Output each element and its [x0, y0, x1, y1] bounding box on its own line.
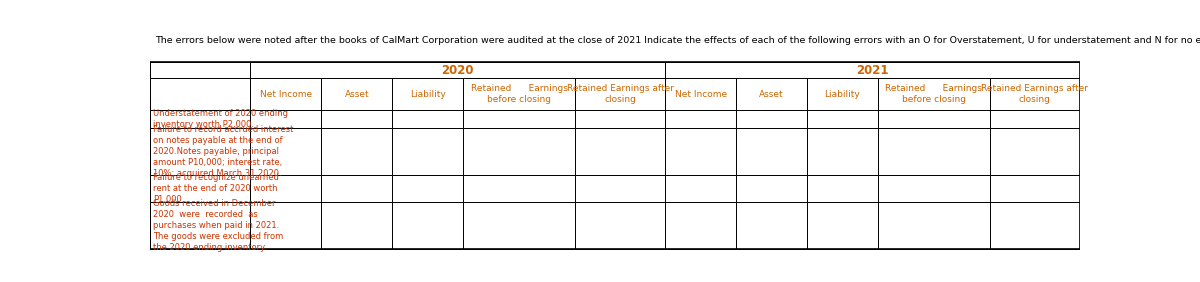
Text: Asset: Asset	[344, 90, 370, 99]
Bar	[251, 175, 322, 202]
Bar	[392, 175, 463, 202]
Bar	[251, 78, 322, 110]
Text: Net Income: Net Income	[260, 90, 312, 99]
Bar	[251, 202, 322, 249]
Bar	[150, 128, 251, 175]
Bar	[665, 175, 736, 202]
Text: Liability: Liability	[410, 90, 445, 99]
Bar	[665, 78, 736, 110]
Text: Liability: Liability	[824, 90, 860, 99]
Bar	[392, 202, 463, 249]
Bar	[575, 175, 665, 202]
Bar	[878, 175, 990, 202]
Text: 2020: 2020	[442, 64, 474, 77]
Bar	[736, 110, 808, 128]
Bar	[322, 175, 392, 202]
Bar	[808, 110, 878, 128]
Text: Retained Earnings after
closing: Retained Earnings after closing	[982, 84, 1088, 104]
Bar	[990, 128, 1080, 175]
Bar	[392, 78, 463, 110]
Bar	[878, 202, 990, 249]
Bar	[150, 202, 251, 249]
Bar	[392, 110, 463, 128]
Bar	[251, 110, 322, 128]
Bar	[150, 110, 251, 128]
Bar	[463, 78, 575, 110]
Bar	[990, 202, 1080, 249]
Text: Understatement of 2020 ending
inventory worth P2,000.: Understatement of 2020 ending inventory …	[152, 109, 288, 129]
Text: Retained Earnings after
closing: Retained Earnings after closing	[566, 84, 673, 104]
Bar	[322, 128, 392, 175]
Bar	[665, 202, 736, 249]
Bar	[150, 62, 1080, 249]
Text: Retained      Earnings
before closing: Retained Earnings before closing	[886, 84, 983, 104]
Text: Net Income: Net Income	[674, 90, 727, 99]
Bar	[251, 62, 665, 78]
Bar	[463, 202, 575, 249]
Bar	[808, 202, 878, 249]
Bar	[575, 110, 665, 128]
Bar	[575, 128, 665, 175]
Bar	[990, 175, 1080, 202]
Bar	[808, 78, 878, 110]
Text: Failure to record accrued interest
on notes payable at the end of
2020.Notes pay: Failure to record accrued interest on no…	[152, 125, 293, 178]
Bar	[322, 202, 392, 249]
Bar	[463, 175, 575, 202]
Bar	[736, 78, 808, 110]
Bar	[736, 175, 808, 202]
Bar	[878, 110, 990, 128]
Bar	[808, 128, 878, 175]
Text: 2021: 2021	[857, 64, 889, 77]
Bar	[736, 128, 808, 175]
Bar	[878, 78, 990, 110]
Bar	[251, 128, 322, 175]
Bar	[575, 78, 665, 110]
Text: The errors below were noted after the books of CalMart Corporation were audited : The errors below were noted after the bo…	[155, 36, 1200, 45]
Bar	[150, 62, 251, 78]
Bar	[878, 128, 990, 175]
Bar	[665, 110, 736, 128]
Bar	[322, 110, 392, 128]
Bar	[322, 78, 392, 110]
Text: Goods received in December
2020  were  recorded  as
purchases when paid in 2021.: Goods received in December 2020 were rec…	[152, 199, 283, 252]
Bar	[392, 128, 463, 175]
Bar	[150, 78, 251, 110]
Bar	[463, 128, 575, 175]
Bar	[990, 78, 1080, 110]
Bar	[575, 202, 665, 249]
Bar	[990, 110, 1080, 128]
Bar	[665, 128, 736, 175]
Bar	[463, 110, 575, 128]
Bar	[150, 175, 251, 202]
Text: Failure to recognize unearned
rent at the end of 2020 worth
P1,000.: Failure to recognize unearned rent at th…	[152, 173, 278, 204]
Bar	[808, 175, 878, 202]
Text: Asset: Asset	[760, 90, 784, 99]
Text: Retained      Earnings
before closing: Retained Earnings before closing	[470, 84, 568, 104]
Bar	[665, 62, 1080, 78]
Bar	[736, 202, 808, 249]
